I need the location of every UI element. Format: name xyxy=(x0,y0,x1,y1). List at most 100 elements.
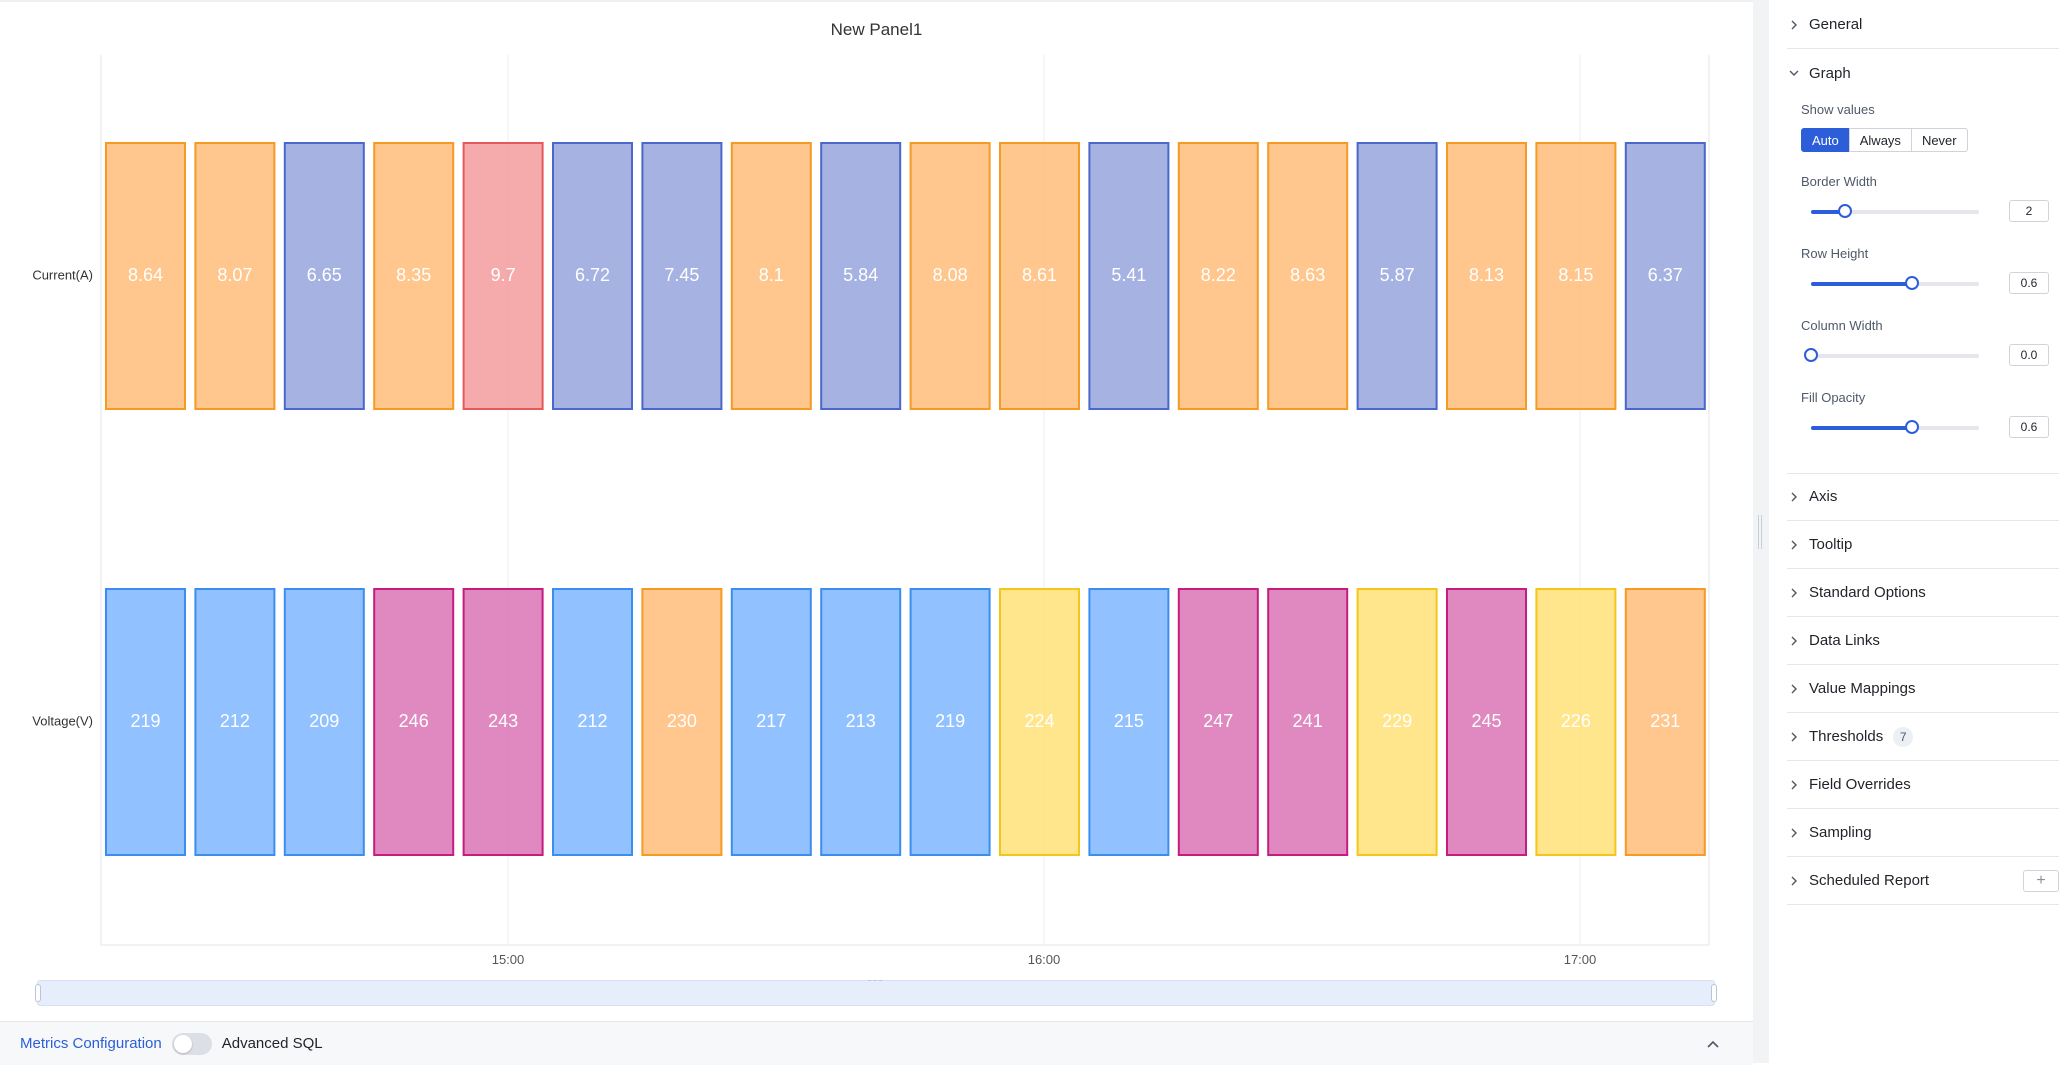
timeline-cell xyxy=(373,142,455,410)
fill-opacity-slider[interactable] xyxy=(1811,420,1979,434)
section-thresholds-label: Thresholds xyxy=(1809,728,1884,745)
section-graph-label: Graph xyxy=(1809,64,1851,82)
timeline-cell xyxy=(283,588,365,856)
timeline-cell xyxy=(1535,142,1617,410)
slider-knob[interactable] xyxy=(1904,276,1919,290)
timeline-cell xyxy=(1446,588,1527,856)
scrollbar-left-handle[interactable] xyxy=(35,984,41,1002)
cell-value-label: 231 xyxy=(1650,711,1680,731)
panel-title: New Panel1 xyxy=(830,20,923,39)
panel-resize-divider[interactable] xyxy=(1753,0,1769,1063)
timeline-cell xyxy=(1446,142,1527,410)
row-label: Voltage(V) xyxy=(32,713,93,728)
slider-knob[interactable] xyxy=(1904,420,1919,434)
cell-value-label: 219 xyxy=(130,711,160,731)
slider-knob[interactable] xyxy=(1837,204,1852,218)
section-data-links[interactable]: Data Links xyxy=(1787,617,2059,665)
column-width-input[interactable]: 0.0 xyxy=(2009,344,2049,366)
cell-value-label: 212 xyxy=(220,711,250,731)
timeline-cell xyxy=(999,588,1080,856)
row-label: Current(A) xyxy=(32,267,93,282)
section-standard-options[interactable]: Standard Options xyxy=(1787,569,2059,617)
chevron-right-icon xyxy=(1791,828,1797,837)
section-data-links-label: Data Links xyxy=(1809,632,1880,649)
section-general-label: General xyxy=(1809,16,1863,33)
section-axis[interactable]: Axis xyxy=(1787,473,2059,521)
section-axis-label: Axis xyxy=(1809,488,1838,505)
cell-value-label: 219 xyxy=(935,711,965,731)
cell-value-label: 209 xyxy=(309,711,339,731)
timeline-cell xyxy=(1267,142,1349,410)
show-values-auto[interactable]: Auto xyxy=(1801,128,1850,152)
timeline-cell xyxy=(999,142,1080,410)
column-width-label: Column Width xyxy=(1801,318,1883,333)
show-values-always[interactable]: Always xyxy=(1848,128,1912,152)
section-graph[interactable]: Graph xyxy=(1787,49,2059,97)
show-values-segmented-control[interactable]: Auto Always Never xyxy=(1801,128,1968,152)
section-scheduled-report[interactable]: Scheduled Report + xyxy=(1787,857,2059,905)
timeline-cell xyxy=(1088,142,1170,410)
slider-knob[interactable] xyxy=(1804,348,1818,362)
timeline-cell xyxy=(820,588,902,856)
scrollbar-right-handle[interactable] xyxy=(1711,984,1717,1002)
section-general[interactable]: General xyxy=(1787,1,2059,49)
border-width-input[interactable]: 2 xyxy=(2009,200,2049,222)
show-values-never[interactable]: Never xyxy=(1910,128,1968,152)
timeline-cell xyxy=(730,142,812,410)
timeline-cell xyxy=(909,142,991,410)
timeline-cell xyxy=(1624,142,1706,410)
chevron-right-icon xyxy=(1791,876,1797,885)
section-sampling[interactable]: Sampling xyxy=(1787,809,2059,857)
timeline-cell xyxy=(730,588,812,856)
timeline-cell xyxy=(1356,588,1438,856)
timeline-cell xyxy=(552,142,633,410)
border-width-slider[interactable] xyxy=(1811,204,1979,218)
scrollbar-drag-indicator xyxy=(868,980,882,984)
column-width-slider[interactable] xyxy=(1804,348,1979,362)
timeline-cell xyxy=(1177,142,1259,410)
section-field-overrides[interactable]: Field Overrides xyxy=(1787,761,2059,809)
timeline-cell xyxy=(194,142,276,410)
advanced-sql-toggle[interactable] xyxy=(171,1032,212,1055)
add-scheduled-report-button[interactable]: + xyxy=(2023,870,2059,892)
timeline-cell xyxy=(909,588,991,856)
state-timeline-chart[interactable]: 15:00 16:00 17:00 Current(A) 8.64 8.07 6.65 8.3… xyxy=(0,2,1753,972)
timeline-cell xyxy=(1535,588,1617,856)
thresholds-count-badge: 7 xyxy=(1893,726,1914,747)
cell-value-label: 246 xyxy=(399,711,429,731)
fill-opacity-input[interactable]: 0.6 xyxy=(2009,416,2049,438)
cell-value-label: 8.07 xyxy=(217,265,252,285)
settings-sidebar: General Graph Show values Auto Always Ne… xyxy=(1769,0,2068,1063)
cell-value-label: 6.72 xyxy=(575,265,610,285)
chevron-down-icon xyxy=(1789,70,1799,76)
timeline-cell xyxy=(1267,588,1349,856)
section-scheduled-report-label: Scheduled Report xyxy=(1809,872,1930,889)
cell-value-label: 5.87 xyxy=(1380,265,1415,285)
cell-value-label: 215 xyxy=(1114,711,1144,731)
section-thresholds[interactable]: Thresholds 7 xyxy=(1787,713,2059,761)
cell-value-label: 226 xyxy=(1561,711,1591,731)
time-range-scrollbar[interactable] xyxy=(35,980,1717,1006)
section-value-mappings[interactable]: Value Mappings xyxy=(1787,665,2059,713)
row-height-input[interactable]: 0.6 xyxy=(2009,272,2049,294)
timeline-cell xyxy=(820,142,902,410)
fill-opacity-label: Fill Opacity xyxy=(1801,390,1866,405)
timeline-cell xyxy=(641,588,723,856)
cell-value-label: 8.22 xyxy=(1201,265,1236,285)
timeline-cell xyxy=(105,142,186,410)
row-height-slider[interactable] xyxy=(1811,276,1979,290)
query-bottom-bar: Metrics Configuration Advanced SQL xyxy=(0,1021,1753,1065)
timeline-cell xyxy=(1624,588,1706,856)
cell-value-label: 8.1 xyxy=(759,265,784,285)
chevron-up-icon[interactable] xyxy=(1703,1034,1723,1054)
cell-value-label: 212 xyxy=(577,711,607,731)
section-tooltip[interactable]: Tooltip xyxy=(1787,521,2059,569)
show-values-label: Show values xyxy=(1801,102,1875,117)
cell-value-label: 224 xyxy=(1024,711,1054,731)
section-standard-options-label: Standard Options xyxy=(1809,584,1926,601)
chevron-right-icon xyxy=(1791,780,1797,789)
resize-handle[interactable] xyxy=(1758,515,1762,549)
cell-value-label: 241 xyxy=(1293,711,1323,731)
metrics-configuration-tab[interactable]: Metrics Configuration xyxy=(20,1035,162,1052)
chevron-right-icon xyxy=(1791,684,1797,693)
